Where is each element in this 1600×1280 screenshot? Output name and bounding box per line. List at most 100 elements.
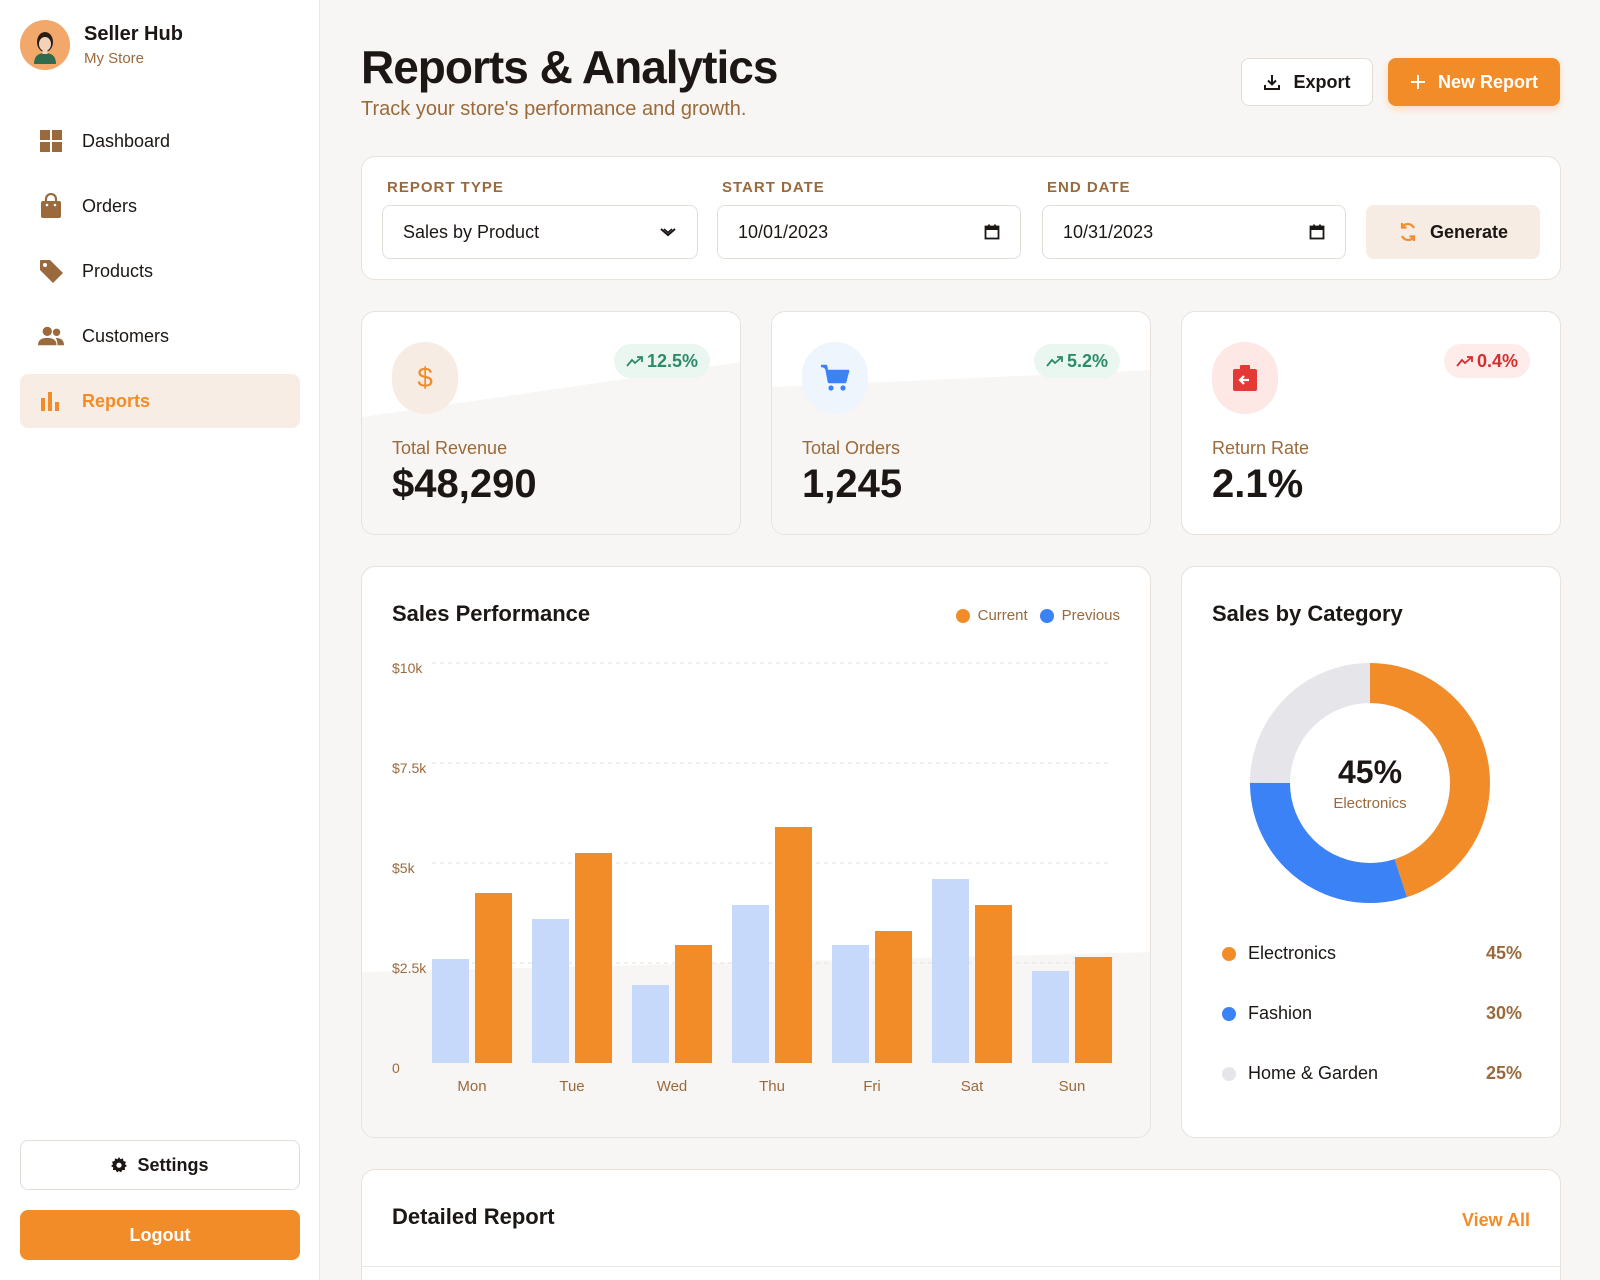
sidebar-item-reports[interactable]: Reports [20,374,300,428]
donut-center-label: Electronics [1333,795,1407,812]
sidebar-item-label: Reports [82,390,151,411]
stat-card-returns: 0.4% Return Rate 2.1% [1181,311,1561,535]
start-date-input[interactable]: 10/01/2023 [717,205,1021,259]
x-tick-label: Sat [961,1078,984,1095]
category-row: Electronics 45% [1222,943,1522,964]
start-date-label: START DATE [722,179,825,196]
trending-up-icon [626,356,643,367]
category-row: Fashion 30% [1222,1003,1522,1024]
bar-previous-wed[interactable] [632,985,669,1063]
sidebar-item-label: Products [82,260,154,281]
card-title: Sales by Category [1212,601,1403,626]
page-subtitle: Track your store's performance and growt… [361,98,747,120]
x-tick-label: Sun [1059,1078,1086,1095]
avatar[interactable] [20,20,70,70]
sales-performance-card: 0 $2.5k $5k $7.5k $10k Mon Tue Wed Thu Fri Sat Sun … [361,566,1151,1138]
card-title: Sales Performance [392,601,591,626]
category-name: Home & Garden [1248,1063,1379,1083]
stat-card-revenue: $ 12.5% Total Revenue $48,290 [361,311,741,535]
trend-value: 12.5% [646,350,698,371]
logout-label: Logout [129,1224,191,1245]
new-report-button[interactable]: New Report [1388,58,1560,106]
brand: Seller Hub My Store [20,20,183,70]
detailed-report-card: Detailed Report View All [361,1169,1561,1280]
category-dot [1222,946,1236,961]
legend-dot [955,608,970,623]
users-icon [38,323,64,349]
sidebar-nav: Dashboard Orders Products Customers Repo… [20,114,300,439]
category-value: 30% [1485,1003,1522,1023]
bar-previous-mon[interactable] [432,959,469,1063]
bar-current-sat[interactable] [975,905,1012,1063]
export-button[interactable]: Export [1241,58,1373,106]
tag-icon [38,258,64,284]
bar-previous-fri[interactable] [832,945,869,1063]
report-filters: REPORT TYPE Sales by Product START DATE … [361,156,1561,280]
bar-current-wed[interactable] [675,945,712,1063]
bar-current-mon[interactable] [475,893,512,1063]
trend-value: 0.4% [1476,350,1518,371]
settings-label: Settings [137,1154,209,1175]
trend-badge: 12.5% [613,344,710,378]
bar-current-thu[interactable] [775,827,812,1063]
new-report-label: New Report [1437,71,1538,92]
plus-icon [1410,75,1425,89]
sidebar-item-customers[interactable]: Customers [20,309,300,363]
y-tick-label: $2.5k [392,960,427,976]
category-dot [1222,1066,1236,1081]
page-title: Reports & Analytics [361,41,778,93]
stat-label: Total Revenue [392,438,508,458]
bar-previous-sun[interactable] [1032,971,1069,1063]
x-tick-label: Mon [457,1078,486,1095]
bar-previous-tue[interactable] [532,919,569,1063]
logout-button[interactable]: Logout [20,1210,300,1260]
sales-performance-chart: 0 $2.5k $5k $7.5k $10k Mon Tue Wed Thu Fri Sat Sun [362,660,1150,1137]
download-icon [1264,75,1281,90]
trend-badge: 5.2% [1033,344,1120,378]
grid-icon [38,128,64,154]
stat-value: 1,245 [802,462,903,506]
trend-value: 5.2% [1066,350,1108,371]
export-label: Export [1293,71,1351,92]
stat-label: Total Orders [802,438,901,458]
bar-current-tue[interactable] [575,853,612,1063]
card-title: Detailed Report [392,1204,555,1229]
donut-slice-electronics[interactable] [1250,663,1490,903]
legend-label: Current [977,607,1028,624]
report-type-label: REPORT TYPE [387,179,504,196]
bar-previous-thu[interactable] [732,905,769,1063]
category-name: Electronics [1248,943,1337,963]
chart-legend: Current Previous [944,607,1120,624]
report-type-select[interactable]: Sales by Product [382,205,698,259]
x-tick-label: Thu [759,1078,785,1095]
start-date-value: 10/01/2023 [738,221,829,242]
sidebar-item-dashboard[interactable]: Dashboard [20,114,300,168]
dollar-icon: $ [392,342,458,414]
category-value: 25% [1485,1063,1522,1083]
y-tick-label: $7.5k [392,760,427,776]
bar-current-sun[interactable] [1075,957,1112,1063]
legend-label: Previous [1061,607,1120,624]
category-donut-chart [1250,663,1490,903]
generate-button[interactable]: Generate [1366,205,1540,259]
settings-button[interactable]: Settings [20,1140,300,1190]
card-background-wave [772,370,1150,534]
y-tick-label: 0 [392,1060,400,1076]
chevron-down-icon [660,228,676,237]
bar-current-fri[interactable] [875,931,912,1063]
sidebar-item-label: Orders [82,195,138,216]
end-date-input[interactable]: 10/31/2023 [1042,205,1346,259]
sales-by-category-card: Sales by Category 45% Electronics Electr… [1181,566,1561,1138]
bar-previous-sat[interactable] [932,879,969,1063]
sidebar: Seller Hub My Store Dashboard Orders Pro… [0,0,320,1280]
bar-chart-icon [38,388,64,414]
donut-slice-fashion[interactable] [1250,663,1490,903]
stat-value: 2.1% [1212,462,1304,506]
report-type-value: Sales by Product [403,221,540,242]
category-row: Home & Garden 25% [1222,1063,1522,1084]
shopping-bag-icon [38,193,64,219]
sidebar-item-products[interactable]: Products [20,244,300,298]
sidebar-item-orders[interactable]: Orders [20,179,300,233]
view-all-link[interactable]: View All [1461,1210,1530,1230]
stat-value: $48,290 [392,462,537,506]
